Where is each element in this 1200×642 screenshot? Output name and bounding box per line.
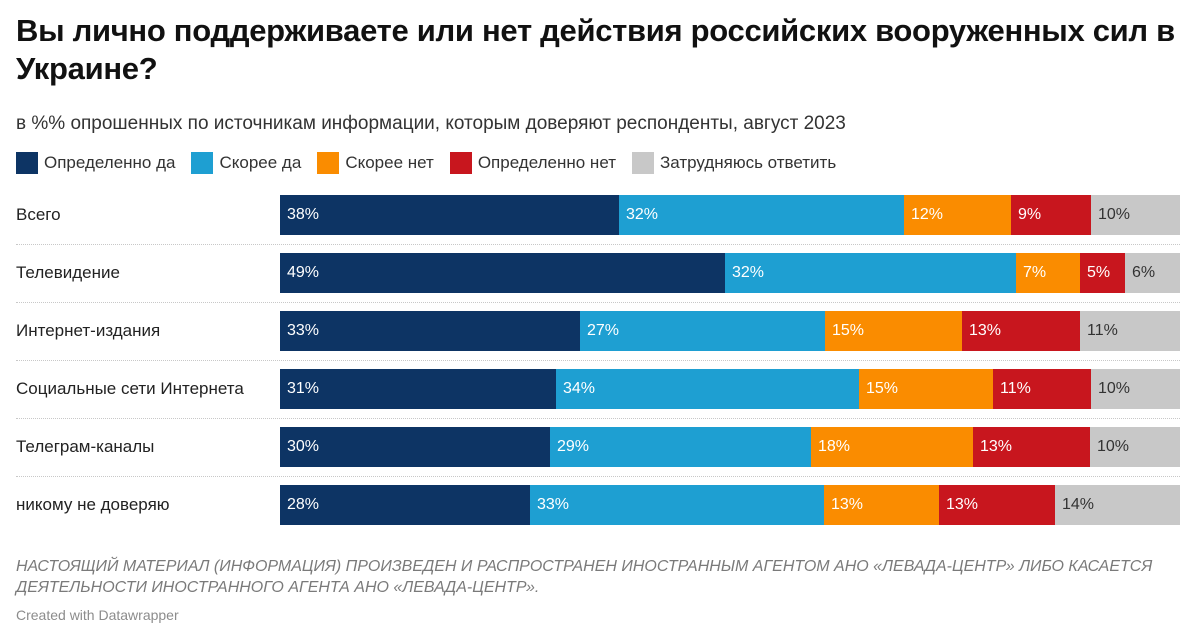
bar-segment (939, 485, 1055, 525)
data-label: 14% (1062, 496, 1095, 513)
bar-segment (1125, 253, 1180, 293)
data-label: 31% (287, 380, 320, 397)
category-label: Телевидение (16, 263, 120, 282)
row-separator (16, 418, 1180, 419)
bar-segment (811, 427, 973, 467)
foreign-agent-note: НАСТОЯЩИЙ МАТЕРИАЛ (ИНФОРМАЦИЯ) ПРОИЗВЕД… (16, 558, 1153, 596)
legend-swatch (449, 152, 472, 174)
data-label: 33% (537, 496, 570, 513)
row-separator (16, 360, 1180, 361)
data-label: 10% (1097, 438, 1130, 455)
bar-row: 30% 29% 18% 13% 10% (280, 427, 1180, 467)
data-label: 11% (1087, 322, 1118, 339)
bar-segment (280, 311, 580, 351)
bar-segment (1091, 195, 1180, 235)
bar-segment (973, 427, 1090, 467)
data-label: 13% (946, 496, 979, 513)
bar-row: 49% 32% 7% 5% 6% (280, 253, 1180, 293)
bar-segment (962, 311, 1080, 351)
data-label: 15% (866, 380, 899, 397)
bar-segment (725, 253, 1016, 293)
legend-label: Определенно да (44, 153, 176, 172)
legend-label: Скорее да (219, 153, 302, 172)
bar-segment (1091, 369, 1180, 409)
bar-segment (1080, 253, 1125, 293)
data-label: 13% (831, 496, 864, 513)
data-label: 33% (287, 322, 320, 339)
bar-row: 31% 34% 15% 11% 10% (280, 369, 1180, 409)
category-label: никому не доверяю (16, 495, 170, 514)
bar-segment (1090, 427, 1180, 467)
data-label: 27% (587, 322, 620, 339)
credit-link[interactable]: Created with Datawrapper (16, 607, 179, 623)
bar-segment (530, 485, 824, 525)
data-label: 12% (911, 206, 944, 223)
legend-swatch (191, 152, 214, 174)
data-label: 18% (818, 438, 851, 455)
data-label: 15% (832, 322, 865, 339)
row-separator (16, 244, 1180, 245)
data-label: 49% (287, 264, 320, 281)
category-label: Социальные сети Интернета (16, 379, 244, 398)
data-label: 10% (1098, 380, 1131, 397)
legend-label: Затрудняюсь ответить (660, 153, 837, 172)
legend-swatch (16, 152, 38, 174)
bar-segment (280, 485, 530, 525)
bar-segment (580, 311, 825, 351)
legend-item: Скорее нет (317, 152, 434, 174)
legend-item: Определенно да (16, 152, 175, 174)
data-label: 32% (732, 264, 765, 281)
bar-segment (550, 427, 811, 467)
data-label: 11% (1000, 380, 1031, 397)
row-separator (16, 476, 1180, 477)
bar-segment (824, 485, 939, 525)
data-label: 38% (287, 206, 320, 223)
bar-segment (1016, 253, 1080, 293)
bar-segment (280, 253, 725, 293)
chart-title: Вы лично поддерживаете или нет действия … (16, 13, 1175, 86)
chart-legend: Определенно да Скорее да Скорее нет Определ… (16, 151, 852, 175)
bar-segment (280, 195, 619, 235)
row-separator (16, 302, 1180, 303)
data-label: 13% (969, 322, 1002, 339)
data-label: 30% (287, 438, 320, 455)
bar-segment (280, 427, 550, 467)
legend-label: Скорее нет (345, 153, 434, 172)
data-label: 5% (1087, 264, 1111, 281)
bar-row: 38% 32% 12% 9% 10% (280, 195, 1180, 235)
data-label: 13% (980, 438, 1013, 455)
legend-item: Затрудняюсь ответить (632, 152, 836, 174)
bar-row: 28% 33% 13% 13% 14% (280, 485, 1180, 525)
category-label: Телеграм-каналы (16, 437, 155, 456)
legend-swatch (317, 152, 340, 174)
data-label: 29% (557, 438, 590, 455)
bar-segment (280, 369, 556, 409)
data-label: 7% (1023, 264, 1047, 281)
bar-segment (993, 369, 1091, 409)
legend-item: Определенно нет (449, 152, 616, 174)
data-label: 10% (1098, 206, 1131, 223)
data-label: 28% (287, 496, 320, 513)
bar-segment (619, 195, 904, 235)
bar-segment (556, 369, 859, 409)
bar-segment (1011, 195, 1091, 235)
bar-segment (859, 369, 993, 409)
data-label: 9% (1018, 206, 1042, 223)
category-label: Интернет-издания (16, 321, 161, 340)
data-label: 6% (1132, 264, 1156, 281)
bar-segment (1055, 485, 1180, 525)
bar-segment (825, 311, 962, 351)
data-label: 32% (626, 206, 659, 223)
chart-subtitle: в %% опрошенных по источникам информации… (16, 113, 846, 134)
data-label: 34% (563, 380, 596, 397)
bar-segment (904, 195, 1011, 235)
bar-segment (1080, 311, 1180, 351)
legend-item: Скорее да (191, 152, 301, 174)
legend-label: Определенно нет (477, 153, 616, 172)
legend-swatch (632, 152, 654, 174)
bar-row: 33% 27% 15% 13% 11% (280, 311, 1180, 351)
category-label: Всего (16, 205, 61, 224)
